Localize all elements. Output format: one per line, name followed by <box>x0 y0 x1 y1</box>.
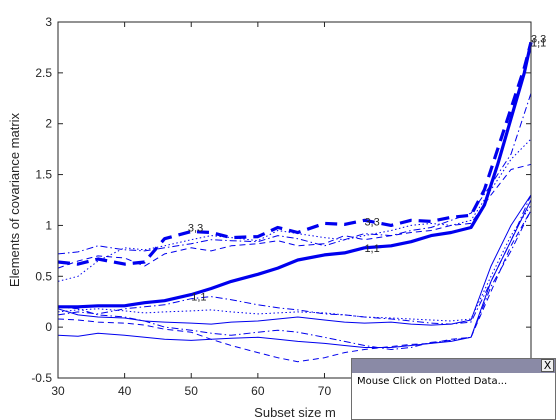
ticks: -0.5 0 0.5 1 1.5 2 2.5 3 30 40 50 60 70 <box>31 15 531 398</box>
plot-area <box>58 22 531 378</box>
series-layer <box>57 41 533 363</box>
popup-message: Mouse Click on Plotted Data... <box>357 376 508 387</box>
y-tick-label: 3 <box>45 15 52 29</box>
popup-titlebar[interactable]: X <box>352 359 555 373</box>
x-tick-label: 30 <box>51 384 65 398</box>
y-tick-label: 1 <box>45 218 52 232</box>
annotations: 3,33,31,11,13,31,1 <box>188 33 546 303</box>
y-tick-label: 1.5 <box>35 168 52 182</box>
annotation-1: 3,3 <box>188 223 203 235</box>
y-tick-label: 2 <box>45 117 52 131</box>
series-line-11[interactable] <box>57 209 532 350</box>
y-tick-label: 2.5 <box>35 66 52 80</box>
y-tick-label: 0 <box>45 320 52 334</box>
series-line-2[interactable] <box>58 41 533 309</box>
annotation-3: 1,1 <box>364 243 379 255</box>
series-line-4[interactable] <box>57 163 532 269</box>
x-axis-title: Subset size m <box>254 405 336 420</box>
y-axis-title: Elements of covariance matrix <box>7 112 22 287</box>
series-line-5[interactable] <box>57 93 532 255</box>
y-tick-label: 0.5 <box>35 269 52 283</box>
plot-frame <box>57 21 532 379</box>
annotation-6: 1,1 <box>531 37 546 49</box>
series-line-9[interactable] <box>57 209 532 363</box>
y-tick-label: -0.5 <box>31 371 52 385</box>
annotation-5: 3,3 <box>531 33 546 45</box>
x-tick-label: 60 <box>251 384 265 398</box>
x-tick-label: 40 <box>118 384 132 398</box>
series-line-8[interactable] <box>57 194 532 326</box>
close-button[interactable]: X <box>541 359 554 372</box>
series-line-3[interactable] <box>57 138 532 282</box>
data-cursor-popup: X Mouse Click on Plotted Data... <box>351 358 556 420</box>
series-line-6[interactable] <box>57 194 532 325</box>
series-line-10[interactable] <box>57 199 532 348</box>
series-line-7[interactable] <box>57 204 532 322</box>
series-line-1[interactable] <box>57 41 533 266</box>
x-tick-label: 50 <box>185 384 199 398</box>
annotation-2: 3,3 <box>364 216 379 228</box>
annotation-4: 1,1 <box>191 292 206 304</box>
x-tick-label: 70 <box>318 384 332 398</box>
